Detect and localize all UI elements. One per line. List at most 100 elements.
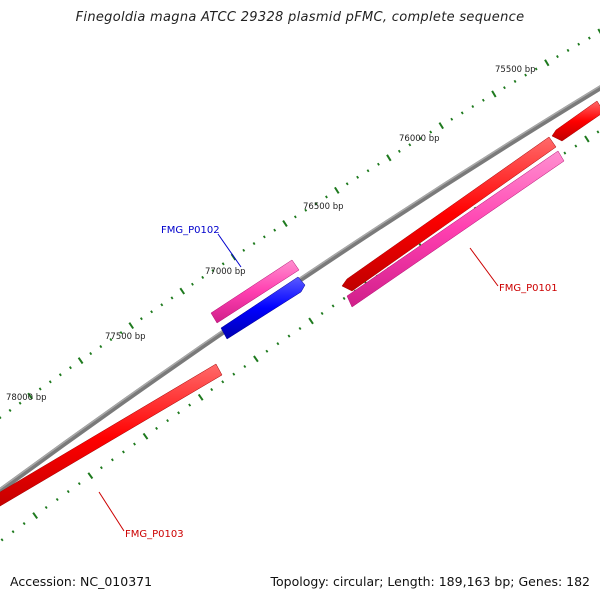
minor-tick [273, 228, 277, 232]
minor-tick [48, 380, 52, 384]
outer-tick-dots [0, 28, 600, 420]
minor-tick [331, 304, 335, 308]
major-tick [253, 355, 259, 363]
minor-tick [243, 364, 247, 369]
major-tick [597, 28, 600, 35]
minor-tick [304, 208, 308, 212]
minor-tick [450, 117, 454, 121]
major-tick [32, 512, 39, 519]
minor-tick [188, 403, 192, 407]
minor-tick [342, 296, 346, 300]
gene-label-FMG_P0101[interactable]: FMG_P0101 [499, 283, 558, 294]
tick-label-76000: 76000 bp [399, 134, 440, 144]
minor-tick [66, 489, 70, 494]
minor-tick [566, 48, 570, 52]
minor-tick [99, 466, 103, 470]
major-tick [308, 317, 314, 325]
minor-tick [44, 505, 48, 510]
major-tick [77, 357, 84, 365]
minor-tick [429, 130, 433, 134]
minor-tick [211, 269, 215, 273]
topology-text: Topology: circular; Length: 189,163 bp; … [270, 574, 591, 589]
minor-tick [11, 530, 15, 534]
minor-tick [265, 349, 269, 353]
minor-tick [408, 143, 412, 147]
gene-FMG_P0103-red[interactable] [0, 363, 223, 512]
plasmid-backbone-highlight [0, 85, 600, 490]
major-tick [282, 220, 288, 227]
major-tick [27, 392, 34, 400]
minor-tick [534, 67, 538, 71]
tick-label-78000: 78000 bp [6, 393, 47, 403]
minor-tick [0, 538, 4, 542]
minor-tick [155, 426, 159, 430]
minor-tick [460, 111, 464, 115]
minor-tick [22, 522, 26, 526]
minor-tick [150, 310, 154, 314]
gene-label-FMG_P0102[interactable]: FMG_P0102 [161, 225, 220, 236]
minor-tick [276, 342, 280, 346]
minor-tick [55, 497, 59, 502]
minor-tick [481, 98, 485, 102]
minor-tick [177, 411, 181, 415]
minor-tick [8, 408, 12, 412]
major-tick [386, 154, 392, 162]
minor-tick [287, 334, 291, 338]
gene-FMG_P0101-cds[interactable] [346, 150, 565, 308]
gene-FMG_P0101-red[interactable] [341, 136, 557, 292]
tick-label-75500: 75500 bp [495, 65, 536, 75]
minor-tick [58, 373, 62, 377]
minor-tick [556, 55, 559, 59]
major-tick [142, 432, 149, 440]
minor-tick [166, 419, 170, 423]
minor-tick [201, 275, 205, 279]
major-tick [544, 59, 550, 67]
map-title: Finegoldia magna ATCC 29328 plasmid pFMC… [75, 10, 525, 25]
major-tick [179, 287, 186, 295]
minor-tick [356, 175, 360, 179]
leader-FMG_P0101 [469, 247, 499, 287]
minor-tick [513, 79, 517, 83]
gene-FMG_P0102-blue[interactable] [220, 276, 306, 340]
minor-tick [574, 144, 578, 148]
tick-label-76500: 76500 bp [303, 202, 344, 212]
minor-tick [18, 401, 22, 405]
minor-tick [191, 282, 194, 286]
minor-tick [139, 317, 143, 321]
minor-tick [577, 42, 581, 46]
gene-upstream-red[interactable] [551, 100, 600, 142]
minor-tick [298, 326, 302, 331]
accession-text: Accession: NC_010371 [10, 574, 153, 589]
minor-tick [133, 442, 136, 446]
tick-label-77500: 77500 bp [105, 332, 146, 342]
minor-tick [418, 136, 422, 140]
minor-tick [89, 352, 93, 356]
minor-tick [170, 296, 174, 300]
minor-tick [232, 372, 236, 376]
minor-tick [320, 311, 324, 315]
leader-FMG_P0103 [98, 491, 125, 532]
major-tick [334, 186, 340, 194]
minor-tick [221, 262, 225, 266]
minor-tick [293, 215, 297, 219]
major-tick [491, 90, 497, 98]
minor-tick [221, 380, 225, 384]
minor-tick [366, 169, 370, 173]
minor-tick [596, 130, 600, 134]
minor-tick [68, 366, 72, 370]
gene-FMG_P0102-cds[interactable] [210, 259, 300, 324]
minor-tick [160, 303, 164, 307]
leader-FMG_P0102 [217, 233, 242, 268]
minor-tick [325, 195, 328, 199]
minor-tick [563, 151, 567, 155]
major-tick [438, 122, 444, 130]
major-tick [128, 322, 135, 330]
minor-tick [503, 86, 506, 90]
minor-tick [38, 387, 42, 391]
tick-label-77000: 77000 bp [205, 267, 246, 277]
gene-label-FMG_P0103[interactable]: FMG_P0103 [125, 529, 184, 540]
minor-tick [377, 162, 380, 166]
major-tick [87, 472, 94, 480]
minor-tick [0, 416, 2, 420]
